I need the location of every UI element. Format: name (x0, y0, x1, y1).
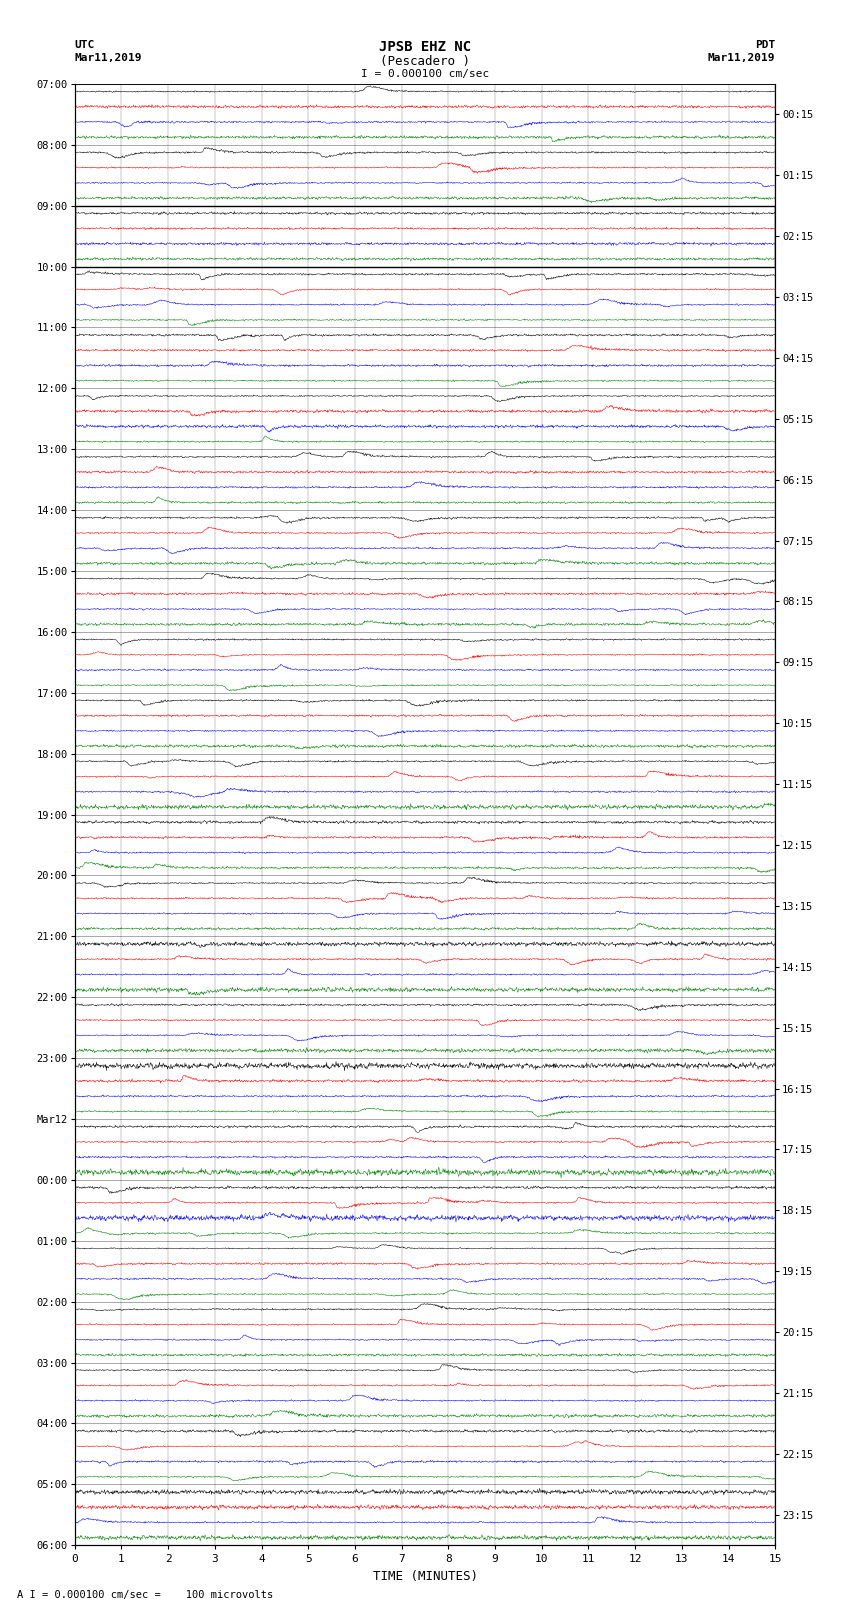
Text: Mar11,2019: Mar11,2019 (75, 53, 142, 63)
Text: JPSB EHZ NC: JPSB EHZ NC (379, 40, 471, 55)
X-axis label: TIME (MINUTES): TIME (MINUTES) (372, 1569, 478, 1582)
Text: (Pescadero ): (Pescadero ) (380, 55, 470, 68)
Text: Mar11,2019: Mar11,2019 (708, 53, 775, 63)
Text: I = 0.000100 cm/sec: I = 0.000100 cm/sec (361, 69, 489, 79)
Text: PDT: PDT (755, 40, 775, 50)
Text: UTC: UTC (75, 40, 95, 50)
Bar (75, 206, 775, 266)
Text: A I = 0.000100 cm/sec =    100 microvolts: A I = 0.000100 cm/sec = 100 microvolts (17, 1590, 273, 1600)
